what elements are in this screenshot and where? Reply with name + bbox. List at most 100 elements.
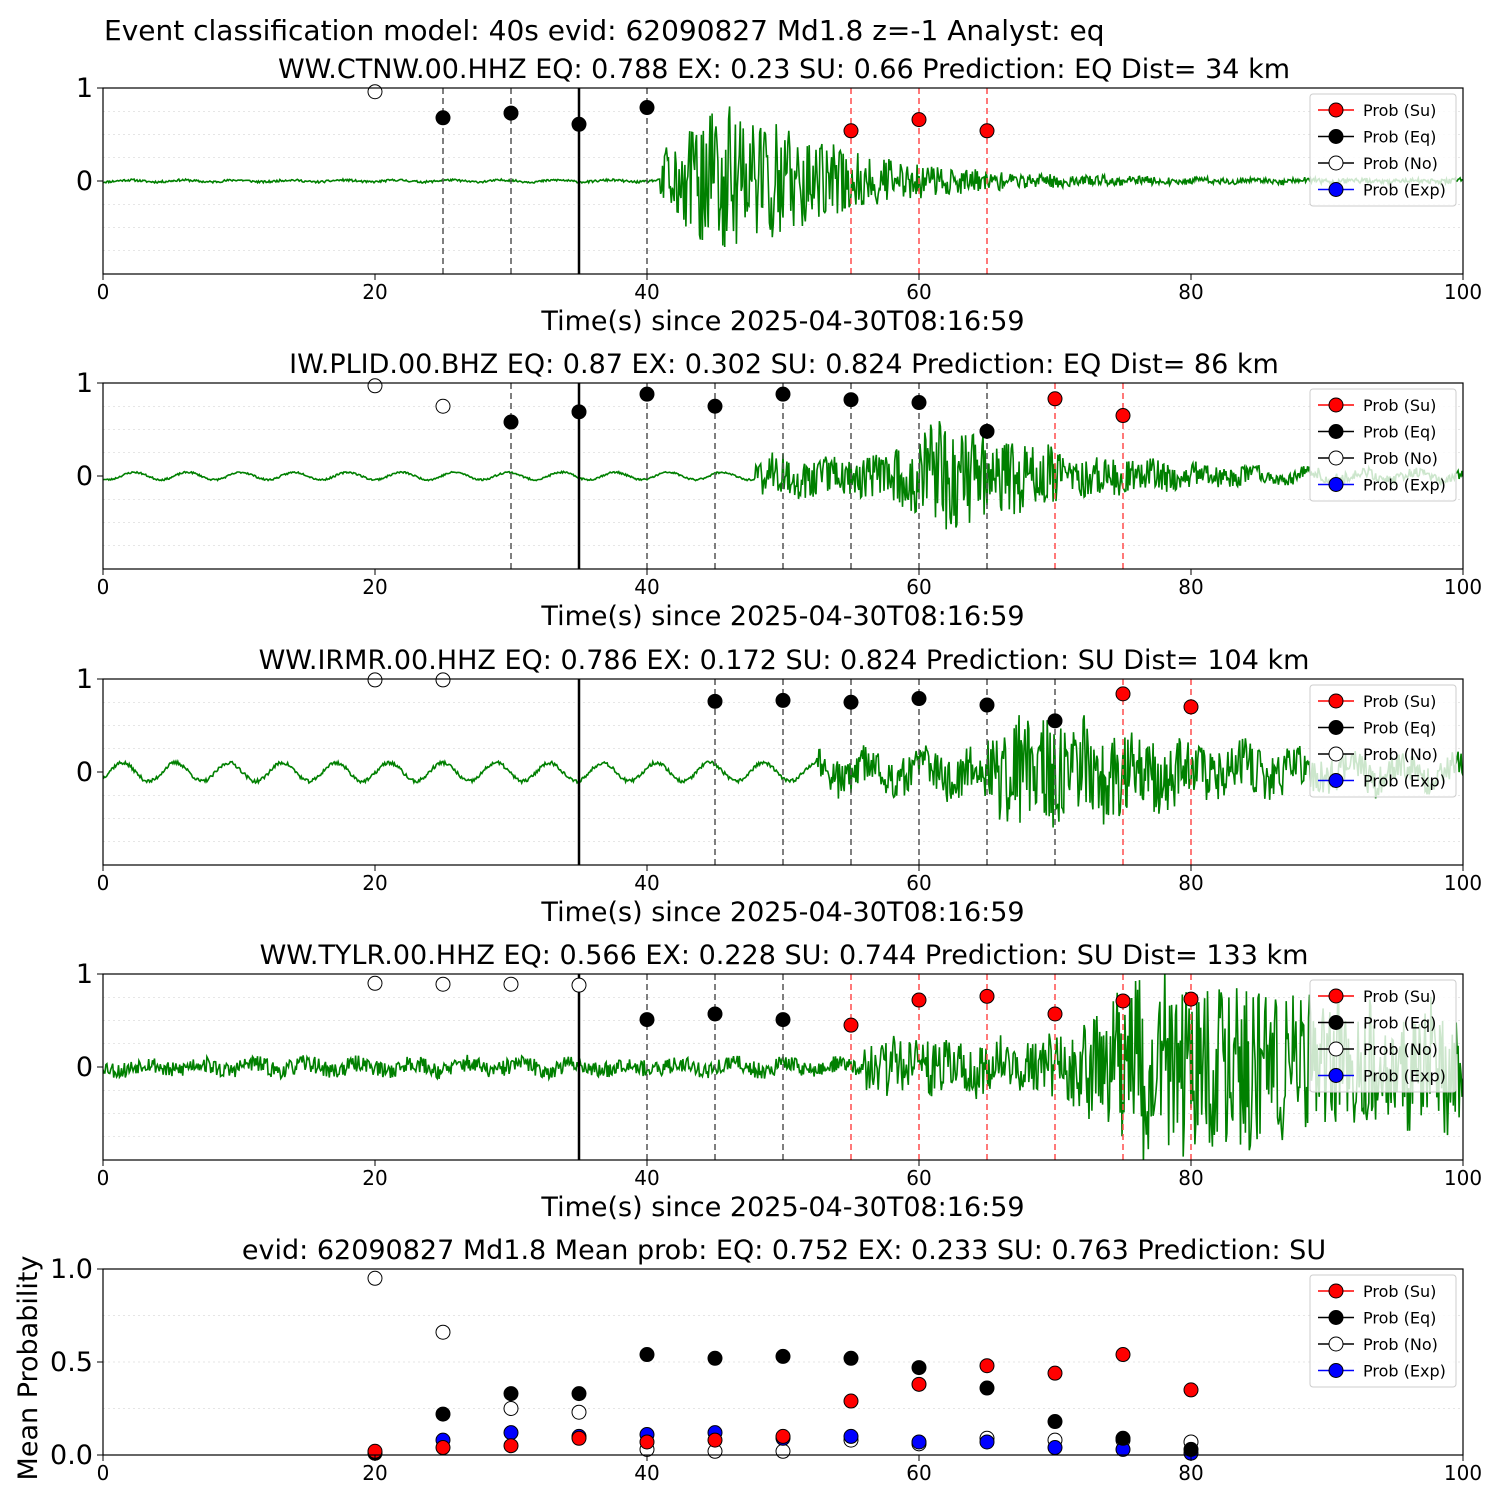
legend-label: Prob (No) [1363,1335,1438,1354]
point-probeq [775,386,791,402]
point-probsu [979,1358,995,1374]
plot-area [103,383,1463,569]
point-probeq [639,1347,655,1363]
point-probsu [1047,1365,1063,1381]
legend-marker [1328,129,1344,144]
x-tick-label: 0 [97,280,110,304]
y-tick-label: 1 [76,368,93,399]
point-probsu [1047,1006,1063,1022]
point-probeq [1115,1430,1131,1446]
point-probsu [911,992,927,1008]
legend-label: Prob (Su) [1363,987,1436,1006]
legend-marker [1328,1068,1344,1083]
point-probsu [503,1438,519,1454]
y-tick-label: 1 [76,959,93,990]
x-axis-label: Time(s) since 2025-04-30T08:16:59 [540,897,1024,928]
x-tick-label: 20 [362,1461,387,1485]
point-probeq [435,110,451,126]
x-tick-label: 0 [97,575,110,599]
legend-label: Prob (Exp) [1363,476,1446,495]
legend-box [1309,684,1457,798]
x-axis-label: Time(s) since 2025-04-30T08:16:59 [540,1192,1024,1223]
point-probsu [911,1376,927,1392]
legend-box [1309,979,1457,1093]
legend: Prob (Su) Prob (Eq) Prob (No) Prob (Exp) [1309,979,1457,1093]
point-probno [503,1401,519,1416]
legend-marker [1328,1363,1344,1378]
point-probeq [639,386,655,402]
x-tick-label: 60 [906,280,931,304]
point-probsu [707,1432,723,1448]
x-tick-label: 0 [97,1461,110,1485]
legend-marker [1328,450,1344,466]
legend-box [1309,93,1457,207]
legend-box [1309,388,1457,502]
legend-label: Prob (Exp) [1363,772,1446,791]
x-tick-label: 60 [906,1461,931,1485]
point-probno [367,672,383,688]
point-probno [435,1324,451,1340]
x-tick-label: 40 [634,575,659,599]
point-probeq [775,692,791,708]
point-probno [367,84,383,100]
point-probsu [1115,993,1131,1009]
point-probeq [775,1012,791,1028]
point-probeq [843,1350,859,1366]
x-tick-label: 100 [1444,1461,1482,1485]
point-probeq [843,392,859,408]
legend-marker [1328,1041,1344,1057]
point-probeq [435,1406,451,1422]
point-probeq [639,100,655,116]
x-axis-label: Time(s) since 2025-04-30T08:16:59 [540,306,1024,337]
x-tick-label: 80 [1178,280,1203,304]
point-probsu [1183,991,1199,1007]
point-probsu [775,1428,791,1444]
x-tick-label: 80 [1178,575,1203,599]
point-probsu [979,988,995,1004]
legend-marker [1328,988,1344,1004]
chart-panel-3: 0 20 40 60 80 100 0 1 WW.IRMR.00.HHZ EQ: 0.786 E… [76,645,1482,928]
legend-label: Prob (Exp) [1363,1362,1446,1381]
point-probeq [911,691,927,707]
point-probeq [911,1360,927,1376]
point-probno [367,1270,383,1286]
legend-marker [1328,102,1344,118]
x-tick-label: 40 [634,871,659,895]
legend-marker [1328,1336,1344,1352]
chart-panel-2: 0 20 40 60 80 100 0 1 IW.PLID.00.BHZ EQ: 0.87 EX… [76,349,1482,632]
chart-panel-5: 0 20 40 60 80 100 0.0 0.5 1.0 evid: 62090827 Md1.… [13,1235,1482,1485]
point-probeq [843,694,859,710]
point-probno [367,975,383,991]
x-tick-label: 100 [1444,871,1482,895]
point-probeq [707,1006,723,1022]
legend-marker [1328,1310,1344,1325]
point-probno [571,1404,587,1420]
point-probsu [979,123,995,139]
point-probno [435,398,451,414]
legend-box [1309,1274,1457,1388]
legend-marker [1328,182,1344,197]
legend: Prob (Su) Prob (Eq) Prob (No) Prob (Exp) [1309,388,1457,502]
x-tick-label: 60 [906,871,931,895]
point-probsu [1115,1347,1131,1363]
x-tick-label: 20 [362,280,387,304]
x-tick-label: 100 [1444,1166,1482,1190]
point-probsu [639,1434,655,1450]
point-probeq [979,423,995,439]
point-probsu [843,1393,859,1409]
point-probeq [775,1348,791,1364]
legend-label: Prob (No) [1363,449,1438,468]
x-tick-label: 0 [97,871,110,895]
legend-marker [1328,477,1344,492]
point-probno [503,976,519,992]
point-probeq [571,404,587,420]
y-tick-label: 0 [76,757,93,788]
point-probeq [639,1012,655,1028]
legend-label: Prob (No) [1363,154,1438,173]
point-probeq [571,1386,587,1402]
point-probexp [843,1428,859,1444]
point-probexp [503,1425,519,1441]
legend: Prob (Su) Prob (Eq) Prob (No) Prob (Exp) [1309,684,1457,798]
legend-marker [1328,693,1344,709]
